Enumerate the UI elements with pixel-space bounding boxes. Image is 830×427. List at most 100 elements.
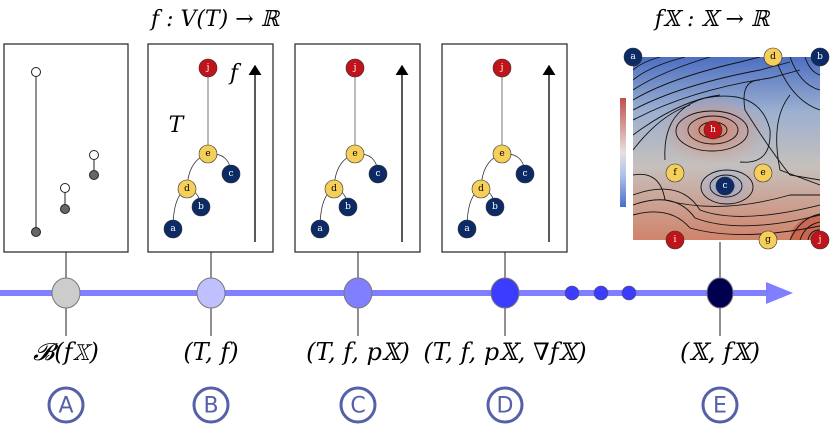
node-e: e <box>345 144 365 164</box>
stage-b-badge: B <box>192 386 230 424</box>
heatmap <box>633 57 820 240</box>
node-label: c <box>228 169 233 179</box>
colorbar <box>620 98 626 207</box>
death-point <box>31 67 41 77</box>
stage-d-dot <box>490 277 520 309</box>
stage-e-badge: E <box>701 386 739 424</box>
node-label: e <box>205 149 210 159</box>
stage-id: A <box>58 394 73 419</box>
node-j: j <box>345 58 365 78</box>
panel-e-scalar-field: a d b h f e c i g j <box>620 47 830 250</box>
node-d: d <box>471 179 491 199</box>
stage-id: B <box>203 394 218 419</box>
node-label: d <box>478 184 484 194</box>
birth-point <box>89 170 99 180</box>
death-point <box>89 150 99 160</box>
stage-d-label: (T, f, p𝕏, ∇f𝕏) <box>423 338 586 366</box>
node-e: e <box>753 163 773 183</box>
node-d: d <box>763 47 783 67</box>
node-c: c <box>515 164 535 184</box>
ellipsis-dot <box>564 285 580 301</box>
node-label: j <box>500 63 504 73</box>
node-f: f <box>665 163 685 183</box>
node-label: e <box>760 168 765 178</box>
node-g: g <box>758 230 778 250</box>
stage-c-dot <box>343 277 373 309</box>
node-j: j <box>492 58 512 78</box>
stage-id: C <box>350 394 365 419</box>
panel-d-tree: j e c db a <box>441 43 568 253</box>
node-label: a <box>630 52 636 62</box>
panel-a-barcode <box>3 43 129 253</box>
tree-function-title: f : V(T) → ℝ <box>149 7 281 32</box>
node-h: h <box>703 120 723 140</box>
node-d: d <box>177 179 197 199</box>
node-b: b <box>810 47 830 67</box>
stage-e-label: (𝕏, f𝕏) <box>680 338 760 366</box>
node-a: a <box>623 47 643 67</box>
node-b: b <box>338 197 358 217</box>
node-label: f <box>673 168 677 178</box>
node-d: d <box>324 179 344 199</box>
ellipsis-dot <box>621 285 637 301</box>
node-c: c <box>715 176 735 196</box>
node-label: b <box>198 202 204 212</box>
panel-c-tree: j e c db a <box>294 43 421 253</box>
stage-b-dot <box>196 277 226 309</box>
birth-point <box>31 227 41 237</box>
node-a: a <box>310 219 330 239</box>
stage-id: E <box>713 394 727 419</box>
node-a: a <box>163 219 183 239</box>
stage-b-label: (T, f) <box>183 338 238 366</box>
node-label: a <box>464 224 470 234</box>
death-point <box>60 183 70 193</box>
stage-id: D <box>497 394 514 419</box>
node-e: e <box>492 144 512 164</box>
node-label: d <box>770 52 776 62</box>
node-label: b <box>345 202 351 212</box>
stage-c-badge: C <box>339 386 377 424</box>
stage-e-dot <box>706 277 734 309</box>
tree-panel: j e c db a <box>294 43 421 253</box>
timeline: 𝓑(f𝕏) A (T, f) B (T, f, p𝕏) C (T, f, p𝕏, ∇f𝕏) D… <box>0 242 793 424</box>
stage-a-label: 𝓑(f𝕏) <box>33 338 99 366</box>
node-label: c <box>722 181 727 191</box>
node-label: h <box>710 125 716 135</box>
node-c: c <box>221 164 241 184</box>
node-label: e <box>499 149 504 159</box>
node-e: e <box>198 144 218 164</box>
domain-function-title: f𝕏 : 𝕏 → ℝ <box>653 7 771 32</box>
tree-label: T <box>169 113 186 138</box>
node-label: b <box>817 52 823 62</box>
stage-c-label: (T, f, p𝕏) <box>306 338 410 366</box>
node-label: c <box>375 169 380 179</box>
birth-point <box>60 204 70 214</box>
panel-b-tree: j e c db a <box>147 43 274 253</box>
node-label: j <box>818 235 822 245</box>
tree-panel: j e c db a <box>441 43 568 253</box>
node-j: j <box>810 230 830 250</box>
node-label: j <box>206 63 210 73</box>
node-label: d <box>184 184 190 194</box>
stage-a-dot <box>51 277 81 309</box>
node-label: i <box>674 235 677 245</box>
node-c: c <box>368 164 388 184</box>
node-label: e <box>352 149 357 159</box>
node-j: j <box>198 58 218 78</box>
node-label: j <box>353 63 357 73</box>
node-a: a <box>457 219 477 239</box>
ellipsis-dot <box>593 285 609 301</box>
node-label: a <box>170 224 176 234</box>
node-b: b <box>485 197 505 217</box>
node-label: c <box>522 169 527 179</box>
node-label: b <box>492 202 498 212</box>
timeline-arrowhead <box>766 282 793 304</box>
stage-d-badge: D <box>486 386 524 424</box>
node-label: a <box>317 224 323 234</box>
node-i: i <box>665 230 685 250</box>
stage-a-badge: A <box>47 386 85 424</box>
node-label: g <box>765 235 771 245</box>
node-label: d <box>331 184 337 194</box>
node-b: b <box>191 197 211 217</box>
